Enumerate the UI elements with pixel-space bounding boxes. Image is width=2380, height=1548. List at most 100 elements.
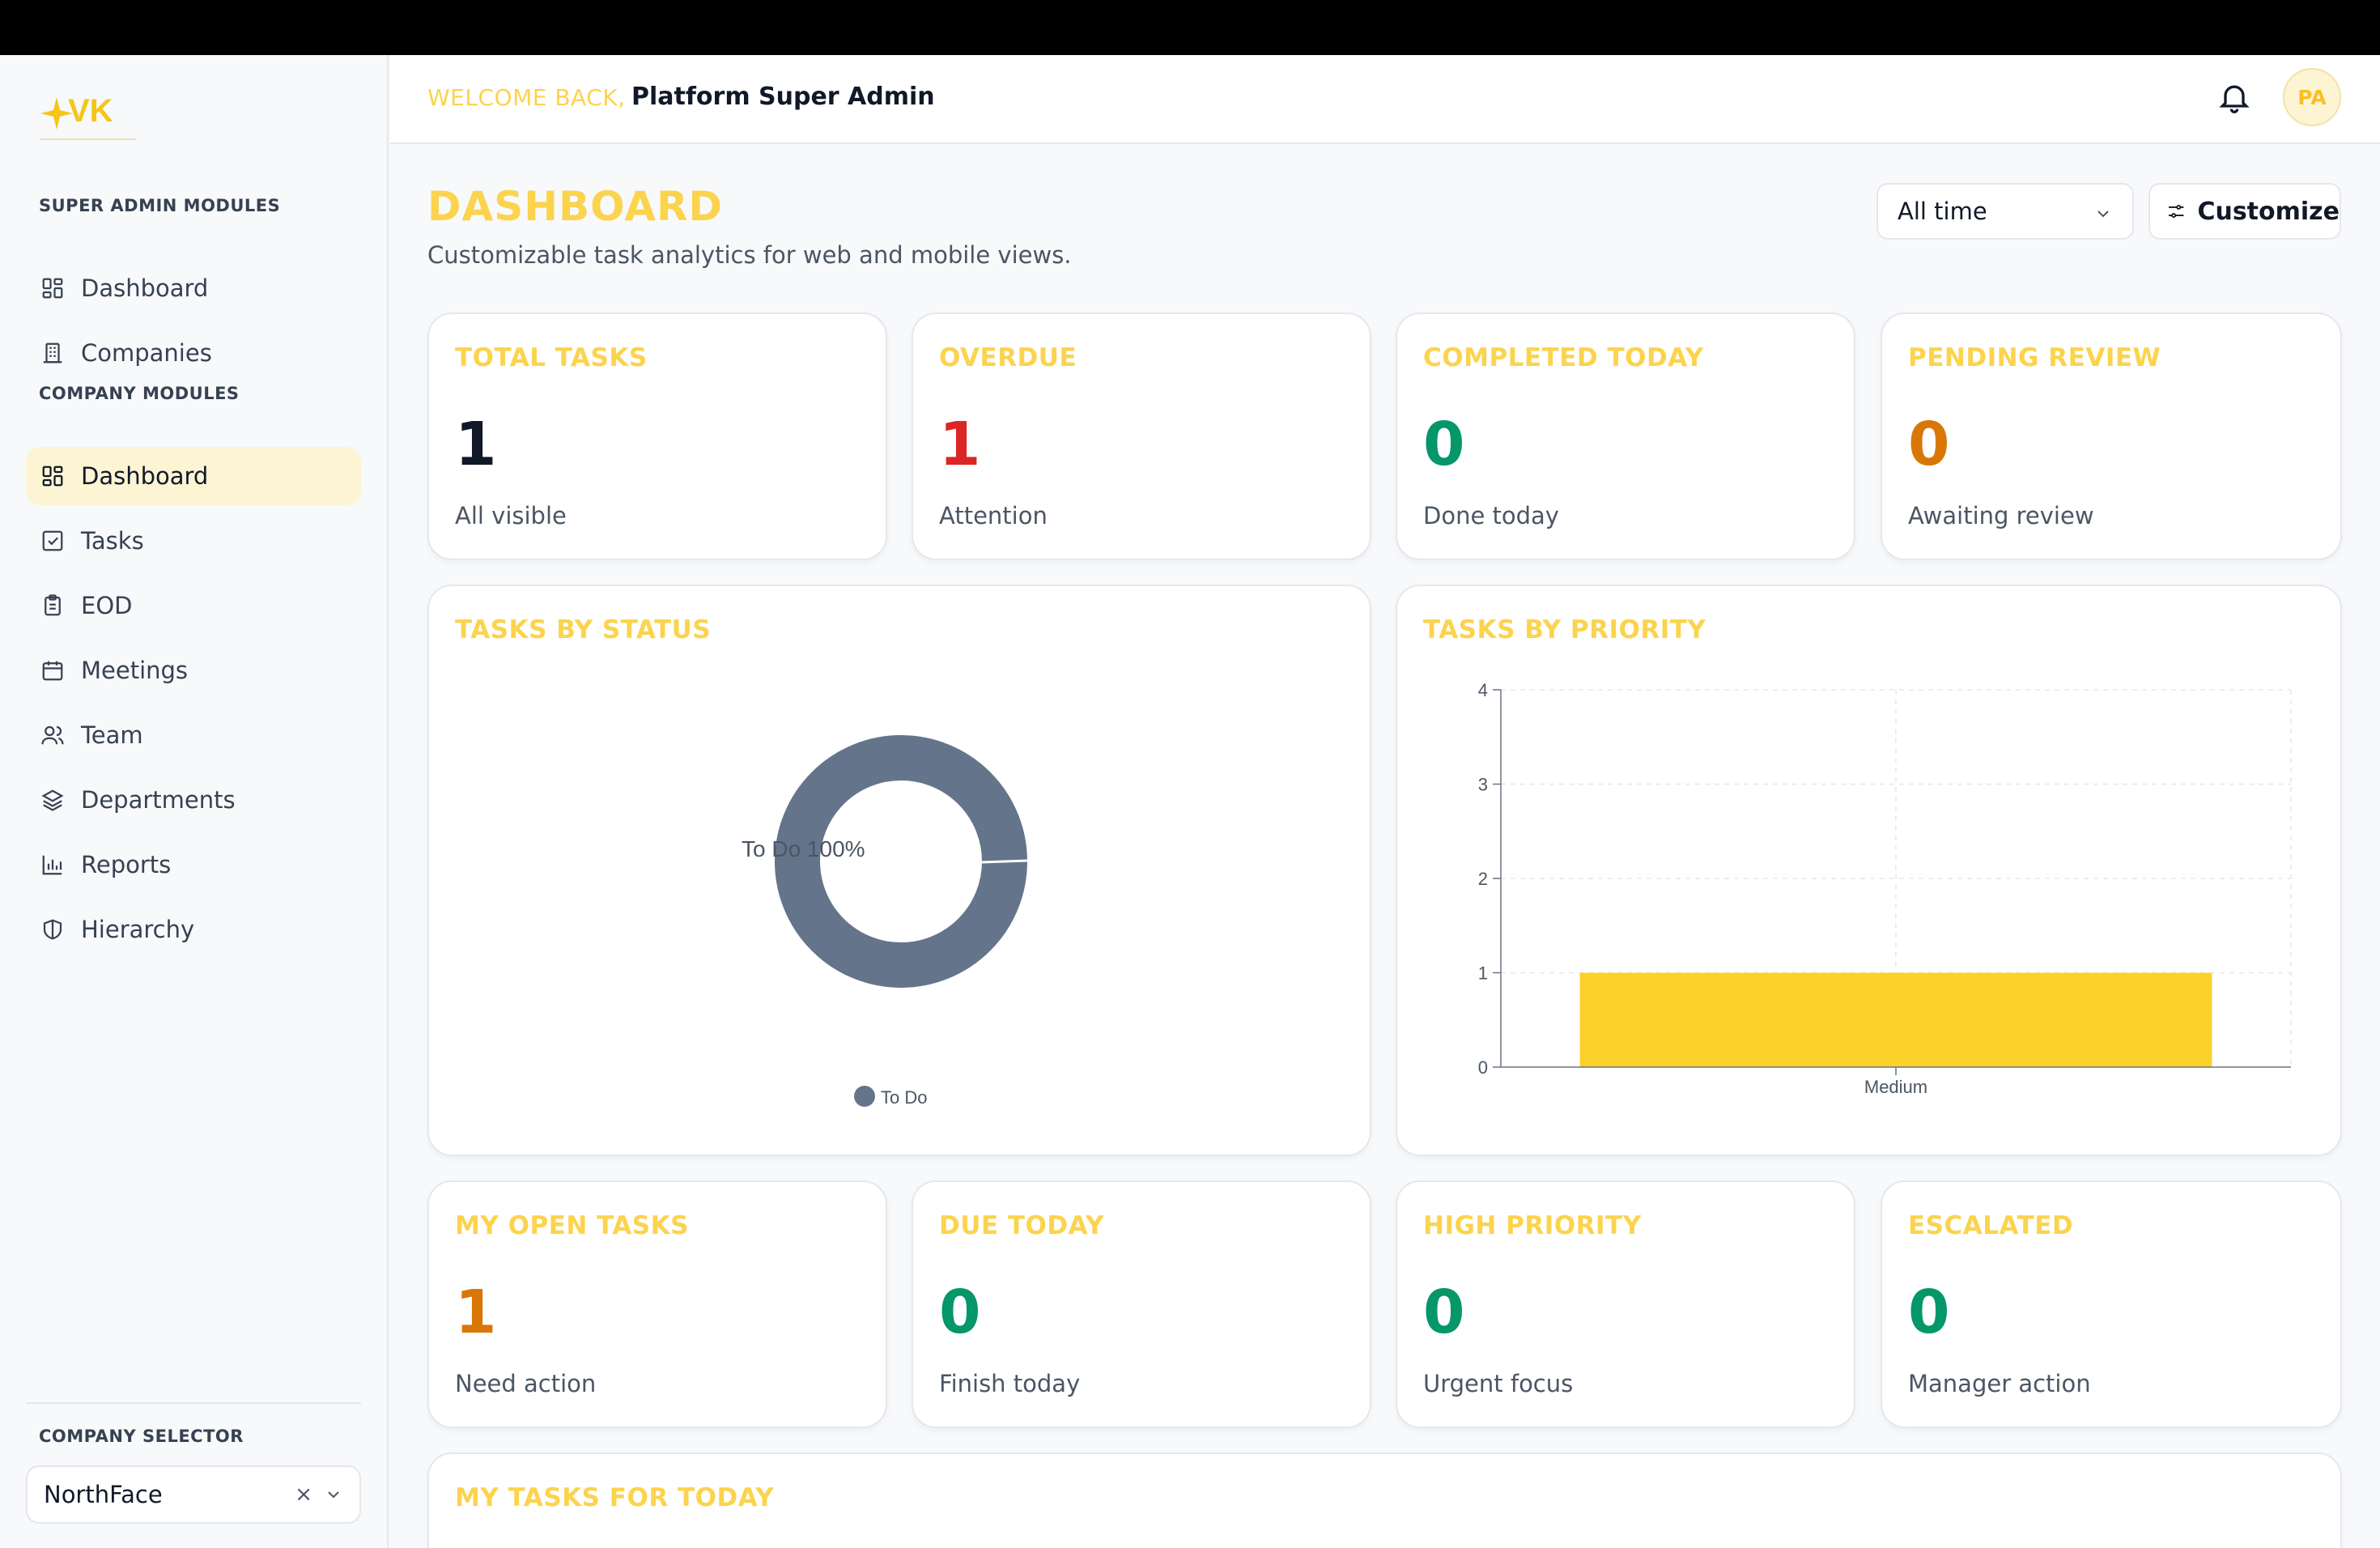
company-selector-value: NorthFace bbox=[44, 1481, 163, 1508]
sidebar-item-dashboard[interactable]: Dashboard bbox=[26, 447, 361, 505]
svg-text:VK: VK bbox=[68, 93, 113, 129]
x-tick-label: Medium bbox=[1864, 1077, 1927, 1097]
chart-title: TASKS BY PRIORITY bbox=[1423, 615, 1706, 644]
time-filter-select[interactable]: All time bbox=[1876, 183, 2134, 240]
stat-subtitle: Manager action bbox=[1908, 1370, 2091, 1397]
clipboard-icon bbox=[40, 593, 65, 618]
sidebar-item-label: EOD bbox=[81, 592, 133, 619]
checkbox-icon bbox=[40, 529, 65, 553]
company-selector[interactable]: NorthFace × bbox=[26, 1465, 361, 1524]
bell-icon[interactable] bbox=[2216, 79, 2252, 115]
sidebar-item-label: Dashboard bbox=[81, 462, 209, 490]
stat-value: 1 bbox=[455, 410, 497, 479]
sidebar: VK SUPER ADMIN MODULES Dashboard Compani… bbox=[0, 55, 389, 1548]
building-icon bbox=[40, 341, 65, 365]
stat-card-high-priority[interactable]: HIGH PRIORITY 0 Urgent focus bbox=[1396, 1180, 1855, 1428]
sidebar-item-reports[interactable]: Reports bbox=[26, 836, 361, 894]
sidebar-item-tasks[interactable]: Tasks bbox=[26, 512, 361, 570]
tasks-by-status-card: TASKS BY STATUS To Do 100% To Do bbox=[427, 585, 1371, 1156]
y-tick-label: 4 bbox=[1478, 680, 1488, 700]
stat-card-escalated[interactable]: ESCALATED 0 Manager action bbox=[1881, 1180, 2342, 1428]
customize-label: Customize bbox=[2197, 197, 2340, 226]
stat-title: TOTAL TASKS bbox=[455, 343, 648, 372]
sidebar-item-hierarchy[interactable]: Hierarchy bbox=[26, 900, 361, 959]
avatar[interactable]: PA bbox=[2283, 68, 2341, 126]
chevron-down-icon[interactable] bbox=[324, 1485, 343, 1504]
company-modules-label: COMPANY MODULES bbox=[39, 384, 240, 403]
stat-subtitle: Finish today bbox=[939, 1370, 1081, 1397]
stat-value: 0 bbox=[1908, 410, 1950, 479]
sidebar-item-label: Tasks bbox=[81, 527, 144, 555]
stat-subtitle: Urgent focus bbox=[1423, 1370, 1574, 1397]
users-icon bbox=[40, 723, 65, 747]
sidebar-divider bbox=[26, 1402, 361, 1404]
stat-value: 0 bbox=[1423, 1278, 1465, 1347]
slice-label: To Do 100% bbox=[742, 836, 865, 861]
window-top-bar bbox=[0, 0, 2380, 55]
sidebar-item-label: Hierarchy bbox=[81, 916, 195, 943]
stat-title: PENDING REVIEW bbox=[1908, 343, 2161, 372]
sidebar-item-super-dashboard[interactable]: Dashboard bbox=[26, 259, 361, 317]
layers-icon bbox=[40, 788, 65, 812]
stat-subtitle: All visible bbox=[455, 502, 567, 529]
card-title: MY TASKS FOR TODAY bbox=[455, 1483, 775, 1512]
stat-subtitle: Awaiting review bbox=[1908, 502, 2094, 529]
y-tick-label: 0 bbox=[1478, 1057, 1488, 1078]
company-selector-label: COMPANY SELECTOR bbox=[39, 1427, 244, 1446]
stat-value: 0 bbox=[1423, 410, 1465, 479]
sidebar-item-eod[interactable]: EOD bbox=[26, 576, 361, 635]
grid-icon bbox=[40, 276, 65, 300]
legend-label: To Do bbox=[881, 1087, 927, 1108]
y-tick-label: 1 bbox=[1478, 963, 1488, 984]
priority-bar-chart: 0 1 2 3 4 Medium bbox=[1478, 680, 2292, 1097]
stat-title: OVERDUE bbox=[939, 343, 1077, 372]
customize-button[interactable]: Customize bbox=[2148, 183, 2341, 240]
stat-card-completed-today[interactable]: COMPLETED TODAY 0 Done today bbox=[1396, 313, 1855, 560]
sidebar-item-meetings[interactable]: Meetings bbox=[26, 641, 361, 700]
my-tasks-today-card: MY TASKS FOR TODAY bbox=[427, 1452, 2342, 1548]
sidebar-item-label: Meetings bbox=[81, 657, 189, 684]
welcome-text: WELCOME BACK, bbox=[427, 84, 626, 111]
stat-title: HIGH PRIORITY bbox=[1423, 1211, 1642, 1240]
vk-logo: VK bbox=[37, 79, 142, 152]
stat-value: 0 bbox=[1908, 1278, 1950, 1347]
tasks-by-priority-card: TASKS BY PRIORITY 0 1 2 3 4 Medium bbox=[1396, 585, 2342, 1156]
y-tick-label: 3 bbox=[1478, 775, 1488, 795]
stat-value: 1 bbox=[939, 410, 981, 479]
header: WELCOME BACK, Platform Super Admin PA bbox=[390, 55, 2380, 144]
grid-icon bbox=[40, 464, 65, 488]
stat-value: 1 bbox=[455, 1278, 497, 1347]
stat-card-my-open-tasks[interactable]: MY OPEN TASKS 1 Need action bbox=[427, 1180, 887, 1428]
stat-value: 0 bbox=[939, 1278, 981, 1347]
stat-card-due-today[interactable]: DUE TODAY 0 Finish today bbox=[912, 1180, 1371, 1428]
stat-card-total-tasks[interactable]: TOTAL TASKS 1 All visible bbox=[427, 313, 887, 560]
stat-card-pending-review[interactable]: PENDING REVIEW 0 Awaiting review bbox=[1881, 313, 2342, 560]
sidebar-item-label: Team bbox=[81, 721, 143, 749]
sidebar-item-label: Departments bbox=[81, 786, 236, 814]
stat-title: DUE TODAY bbox=[939, 1211, 1105, 1240]
sidebar-item-label: Companies bbox=[81, 339, 212, 367]
chevron-down-icon bbox=[2097, 211, 2109, 218]
shield-icon bbox=[40, 917, 65, 942]
clear-icon[interactable]: × bbox=[295, 1482, 312, 1507]
stat-subtitle: Attention bbox=[939, 502, 1048, 529]
sidebar-item-label: Reports bbox=[81, 851, 172, 878]
bar bbox=[1579, 972, 2212, 1067]
stat-subtitle: Done today bbox=[1423, 502, 1559, 529]
chart-title: TASKS BY STATUS bbox=[455, 615, 712, 644]
stat-title: COMPLETED TODAY bbox=[1423, 343, 1704, 372]
time-filter-value: All time bbox=[1898, 198, 1987, 225]
donut-slice bbox=[775, 735, 1027, 988]
legend-swatch bbox=[854, 1086, 875, 1107]
sidebar-item-companies[interactable]: Companies bbox=[26, 324, 361, 382]
sidebar-item-team[interactable]: Team bbox=[26, 706, 361, 764]
sidebar-item-departments[interactable]: Departments bbox=[26, 771, 361, 829]
page-title: DASHBOARD bbox=[427, 183, 724, 230]
stat-subtitle: Need action bbox=[455, 1370, 597, 1397]
calendar-icon bbox=[40, 658, 65, 683]
status-donut-chart: To Do 100% To Do bbox=[742, 735, 1028, 1108]
stat-card-overdue[interactable]: OVERDUE 1 Attention bbox=[912, 313, 1371, 560]
y-tick-label: 2 bbox=[1478, 869, 1488, 889]
super-admin-modules-label: SUPER ADMIN MODULES bbox=[39, 196, 281, 215]
stat-title: MY OPEN TASKS bbox=[455, 1211, 689, 1240]
